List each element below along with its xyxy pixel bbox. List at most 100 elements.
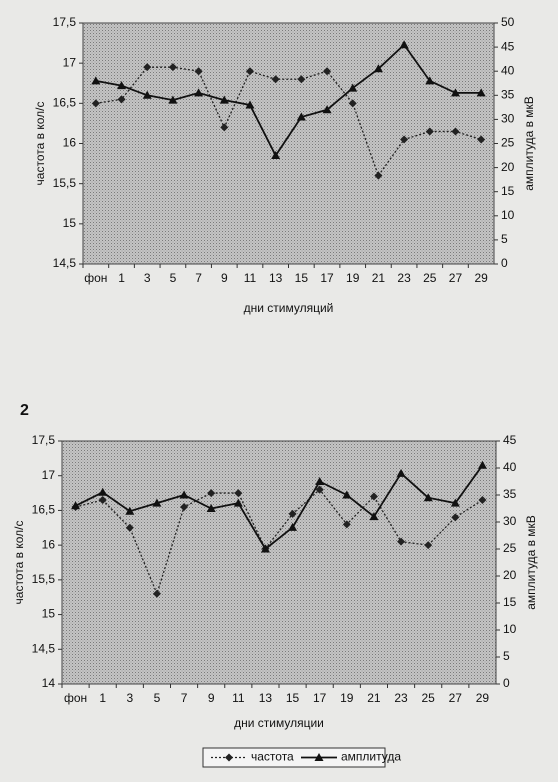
point bbox=[476, 88, 486, 97]
y2-tick-label: 0 bbox=[501, 256, 508, 270]
legend-box bbox=[202, 747, 386, 768]
point bbox=[450, 498, 460, 507]
point bbox=[425, 76, 435, 85]
point bbox=[451, 127, 460, 136]
x-tick-label: 3 bbox=[126, 691, 133, 705]
x-axis-title: дни стимуляции bbox=[234, 716, 324, 730]
x-tick-label: 21 bbox=[367, 691, 381, 705]
y-tick-label: 17,5 bbox=[53, 15, 77, 29]
y-tick-label: 17 bbox=[42, 468, 56, 482]
y-tick-label: 16 bbox=[42, 537, 56, 551]
point bbox=[297, 75, 306, 84]
y2-tick-label: 25 bbox=[503, 541, 517, 555]
x-tick-label: 27 bbox=[449, 271, 463, 285]
x-axis-title: дни стимуляций bbox=[244, 301, 334, 315]
point bbox=[477, 135, 486, 144]
point bbox=[179, 490, 189, 499]
y-tick-label: 14,5 bbox=[32, 641, 56, 655]
x-tick-label: фон bbox=[84, 271, 107, 285]
point bbox=[451, 513, 460, 522]
point bbox=[98, 496, 107, 505]
point bbox=[271, 151, 281, 160]
point bbox=[220, 123, 229, 132]
point bbox=[152, 498, 162, 507]
y-tick-label: 15,5 bbox=[53, 176, 77, 190]
point bbox=[143, 63, 152, 72]
point bbox=[374, 171, 383, 180]
x-tick-label: 25 bbox=[423, 271, 437, 285]
x-tick-label: 5 bbox=[170, 271, 177, 285]
y2-tick-label: 35 bbox=[503, 487, 517, 501]
x-tick-label: 13 bbox=[259, 691, 273, 705]
x-tick-label: 13 bbox=[269, 271, 283, 285]
x-tick-label: 1 bbox=[118, 271, 125, 285]
y-tick-label: 14,5 bbox=[53, 256, 77, 270]
y-tick-label: 17,5 bbox=[32, 433, 56, 447]
x-tick-label: 9 bbox=[208, 691, 215, 705]
y2-tick-label: 0 bbox=[503, 676, 510, 690]
x-tick-label: 7 bbox=[195, 271, 202, 285]
point bbox=[323, 67, 332, 76]
point bbox=[399, 40, 409, 49]
y2-tick-label: 40 bbox=[503, 460, 517, 474]
y2-tick-label: 40 bbox=[501, 63, 515, 77]
point bbox=[117, 95, 126, 104]
point bbox=[71, 501, 81, 510]
x-tick-label: 21 bbox=[372, 271, 386, 285]
y-tick-label: 14 bbox=[42, 676, 56, 690]
series-line bbox=[75, 464, 484, 551]
point bbox=[424, 541, 433, 550]
x-tick-label: 3 bbox=[144, 271, 151, 285]
point bbox=[348, 99, 357, 108]
point bbox=[397, 537, 406, 546]
x-tick-label: 19 bbox=[340, 691, 354, 705]
point bbox=[98, 487, 108, 496]
point bbox=[194, 88, 204, 97]
y2-tick-label: 15 bbox=[501, 184, 515, 198]
x-tick-label: 29 bbox=[474, 271, 488, 285]
legend-label: частота bbox=[251, 750, 294, 764]
point bbox=[450, 88, 460, 97]
point bbox=[314, 753, 324, 761]
x-tick-label: 7 bbox=[181, 691, 188, 705]
x-tick-label: 27 bbox=[449, 691, 463, 705]
point bbox=[369, 492, 378, 501]
point bbox=[400, 135, 409, 144]
x-tick-label: 1 bbox=[99, 691, 106, 705]
y2-tick-label: 45 bbox=[501, 39, 515, 53]
y2-axis-title: амплитуда в мкВ bbox=[524, 515, 538, 610]
y2-tick-label: 10 bbox=[501, 208, 515, 222]
series-line bbox=[95, 43, 482, 158]
point bbox=[125, 506, 135, 515]
y2-tick-label: 15 bbox=[503, 595, 517, 609]
plot-area bbox=[61, 440, 497, 685]
y2-tick-label: 25 bbox=[501, 136, 515, 150]
y-axis-title: частота в кол/с bbox=[12, 521, 26, 605]
y-tick-label: 16,5 bbox=[32, 503, 56, 517]
point bbox=[207, 489, 216, 498]
y2-tick-label: 30 bbox=[503, 514, 517, 528]
point bbox=[315, 477, 325, 485]
point bbox=[271, 75, 280, 84]
x-tick-label: 11 bbox=[232, 691, 245, 705]
y2-axis-title: амплитуда в мкВ bbox=[522, 96, 536, 191]
point bbox=[288, 509, 297, 518]
point bbox=[168, 63, 177, 72]
point bbox=[91, 99, 100, 108]
y-tick-label: 15 bbox=[63, 216, 77, 230]
y-tick-label: 15 bbox=[42, 607, 56, 621]
point bbox=[233, 498, 243, 507]
y-tick-label: 16,5 bbox=[53, 96, 77, 110]
y-tick-label: 16 bbox=[63, 136, 77, 150]
point bbox=[477, 460, 487, 469]
point bbox=[206, 504, 216, 512]
point bbox=[91, 76, 101, 85]
x-tick-label: 17 bbox=[313, 691, 327, 705]
point bbox=[180, 502, 189, 511]
x-tick-label: 19 bbox=[346, 271, 360, 285]
legend-label: амплитуда bbox=[341, 750, 401, 764]
x-tick-label: 29 bbox=[476, 691, 490, 705]
y2-tick-label: 20 bbox=[503, 568, 517, 582]
y2-tick-label: 10 bbox=[503, 622, 517, 636]
